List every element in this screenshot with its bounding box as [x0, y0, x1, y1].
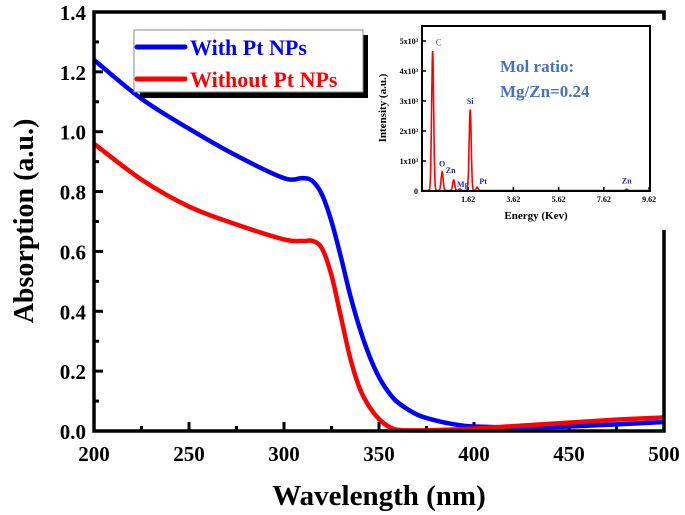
eds-inset: 1.62 3.62 5.62 7.62 9.62 0 1x10³ 2x10³ 3x10³ 4x10…: [370, 20, 670, 230]
x-tick-label: 450: [553, 442, 585, 466]
x-tick-label: 300: [268, 442, 300, 466]
inset-annotation-line2: Mg/Zn=0.24: [500, 82, 590, 101]
y-tick-label: 0.4: [60, 300, 87, 324]
legend-label-without-pt: Without Pt NPs: [190, 67, 338, 92]
inset-y-tick-label: 2x10³: [400, 127, 419, 136]
y-tick-label: 0.2: [60, 360, 86, 384]
x-tick-label: 200: [78, 442, 110, 466]
inset-x-tick-label: 9.62: [642, 195, 656, 204]
inset-y-axis-label: Intensity (a.u.): [377, 73, 389, 142]
legend-label-with-pt: With Pt NPs: [190, 35, 307, 60]
inset-annotation-line1: Mol ratio:: [500, 57, 574, 76]
peak-label-si: Si: [467, 97, 474, 106]
x-tick-label: 350: [363, 442, 395, 466]
series-line-without-pt: [92, 141, 665, 433]
inset-background: [370, 20, 670, 230]
peak-label-o: O: [439, 159, 445, 168]
y-tick-label: 0.6: [60, 240, 86, 264]
inset-y-tick-label: 0: [414, 187, 418, 196]
inset-x-tick-label: 1.62: [461, 195, 475, 204]
legend: With Pt NPs Without Pt NPs: [133, 29, 368, 98]
inset-y-tick-label: 3x10³: [400, 97, 419, 106]
peak-label-zn: Zn: [446, 166, 456, 175]
inset-x-axis-label: Energy (Kev): [504, 210, 568, 222]
y-tick-label: 0.0: [60, 420, 86, 444]
peak-label-c: C: [436, 38, 442, 48]
x-tick-label: 250: [173, 442, 205, 466]
peak-label-mg: Mg: [457, 180, 469, 189]
peak-label-zn: Zn: [622, 177, 632, 186]
inset-y-tick-label: 1x10³: [400, 157, 419, 166]
x-axis-label: Wavelength (nm): [272, 480, 485, 512]
inset-y-tick-label: 5x10³: [400, 37, 419, 46]
y-tick-label: 1.2: [60, 61, 86, 85]
y-axis-label: Absorption (a.u.): [9, 119, 40, 324]
inset-x-tick-label: 7.62: [597, 195, 611, 204]
inset-x-tick-label: 5.62: [552, 195, 566, 204]
y-tick-label: 1.4: [60, 1, 87, 25]
x-tick-label: 500: [648, 442, 680, 466]
y-tick-label: 0.8: [60, 181, 86, 205]
inset-frame: [421, 25, 651, 192]
peak-label-pt: Pt: [479, 177, 487, 186]
y-tick-label: 1.0: [60, 121, 86, 145]
legend-box: [133, 29, 364, 93]
inset-y-tick-label: 4x10³: [400, 67, 419, 76]
inset-x-tick-label: 3.62: [506, 195, 520, 204]
x-tick-label: 400: [458, 442, 490, 466]
